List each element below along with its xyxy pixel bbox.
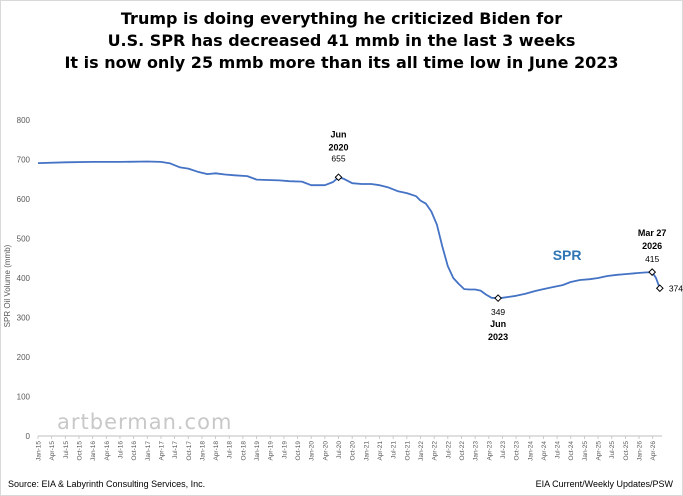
x-tick-label: Jul-21 <box>391 441 398 459</box>
series-layer <box>37 160 661 299</box>
y-tick-label: 0 <box>26 432 31 441</box>
annotation-date-year: 2023 <box>488 332 508 342</box>
x-tick-label: Oct-21 <box>404 441 411 461</box>
chart-title-line-2: U.S. SPR has decreased 41 mmb in the las… <box>107 31 576 50</box>
x-tick-label: Jul-16 <box>117 441 124 459</box>
x-tick-label: Apr-25 <box>596 441 603 461</box>
x-tick-label: Jan-17 <box>145 441 152 461</box>
x-tick-label: Jul-22 <box>445 441 452 459</box>
x-tick-label: Jul-23 <box>500 441 507 459</box>
x-tick-label: Apr-19 <box>268 441 275 461</box>
x-tick-label: Oct-18 <box>240 441 247 461</box>
x-tick-label: Oct-22 <box>459 441 466 461</box>
x-tick-label: Jul-15 <box>63 441 70 459</box>
x-tick-label: Oct-25 <box>623 441 630 461</box>
chart-title-line-1: Trump is doing everything he criticized … <box>120 9 563 28</box>
y-tick-label: 600 <box>17 195 31 204</box>
x-tick-label: Oct-20 <box>350 441 357 461</box>
x-tick-label: Jan-25 <box>582 441 589 461</box>
marker-diamond <box>655 284 664 293</box>
x-tick-label: Jan-23 <box>473 441 480 461</box>
annotation-value-label: 655 <box>331 153 345 163</box>
x-tick-label: Jul-20 <box>336 441 343 459</box>
x-tick-label: Oct-23 <box>514 441 521 461</box>
x-tick-label: Jan-21 <box>363 441 370 461</box>
series-line-spr <box>37 160 661 299</box>
x-tick-label: Apr-15 <box>49 441 56 461</box>
x-tick-label: Jan-18 <box>199 441 206 461</box>
annotation-date-month: Mar 27 <box>638 228 667 238</box>
annotation-value-label: 349 <box>491 307 505 317</box>
x-tick-label: Jan-26 <box>637 441 644 461</box>
watermark: artberman.com <box>57 410 233 434</box>
annotation-date-year: 2026 <box>642 241 662 251</box>
y-tick-label: 700 <box>17 156 31 165</box>
y-tick-label: 400 <box>17 274 31 283</box>
x-tick-label: Oct-15 <box>76 441 83 461</box>
x-tick-label: Apr-23 <box>486 441 493 461</box>
x-tick-label: Apr-20 <box>322 441 329 461</box>
x-tick-label: Jan-19 <box>254 441 261 461</box>
x-tick-label: Jan-16 <box>90 441 97 461</box>
x-tick-label: Apr-16 <box>104 441 111 461</box>
annotation-value-label: 374 <box>669 283 683 293</box>
x-tick-label: Jul-24 <box>555 441 562 459</box>
y-tick-label: 800 <box>17 116 31 125</box>
y-tick-label: 300 <box>17 314 31 323</box>
y-tick-label: 200 <box>17 353 31 362</box>
marker-diamond <box>648 268 657 276</box>
x-tick-label: Jan-24 <box>527 441 534 461</box>
x-tick-label: Jul-19 <box>281 441 288 459</box>
chart-title-line-3: It is now only 25 mmb more than its all … <box>64 53 619 72</box>
source-note: Source: EIA & Labyrinth Consulting Servi… <box>8 479 206 489</box>
x-tick-label: Apr-21 <box>377 441 384 461</box>
axes: 0 100 200 300 400 500 600 700 800 SPR Oil Volume … <box>3 116 662 461</box>
x-tick-label: Apr-22 <box>432 441 439 461</box>
annotation-value-label: 415 <box>645 254 659 264</box>
y-tick-label: 100 <box>17 393 31 402</box>
x-tick-label: Jan-15 <box>36 441 43 461</box>
data-source-note: EIA Current/Weekly Updates/PSW <box>535 479 673 489</box>
x-tick-label: Oct-19 <box>295 441 302 461</box>
x-tick-label: Jan-22 <box>418 441 425 461</box>
annotation-date-month: Jun <box>490 319 506 329</box>
x-tick-label: Oct-17 <box>186 441 193 461</box>
x-tick-label: Apr-26 <box>650 441 657 461</box>
marker-diamond <box>334 173 343 182</box>
x-tick-label: Jul-25 <box>609 441 616 459</box>
x-tick-label: Oct-16 <box>131 441 138 461</box>
marker-diamond <box>494 294 502 303</box>
x-tick-label: Apr-24 <box>541 441 548 461</box>
x-tick-label: Jul-18 <box>227 441 234 459</box>
x-tick-label: Oct-24 <box>568 441 575 461</box>
y-tick-label: 500 <box>17 235 31 244</box>
annotation-date-year: 2020 <box>329 142 349 152</box>
x-tick-label: Jul-17 <box>172 441 179 459</box>
x-tick-label: Apr-18 <box>213 441 220 461</box>
annotation-date-month: Jun <box>331 129 347 139</box>
y-axis-title: SPR Oil Volume (mmb) <box>3 244 12 327</box>
x-tick-label: Apr-17 <box>158 441 165 461</box>
series-label-spr: SPR <box>553 247 582 263</box>
x-tick-label: Jan-20 <box>309 441 316 461</box>
